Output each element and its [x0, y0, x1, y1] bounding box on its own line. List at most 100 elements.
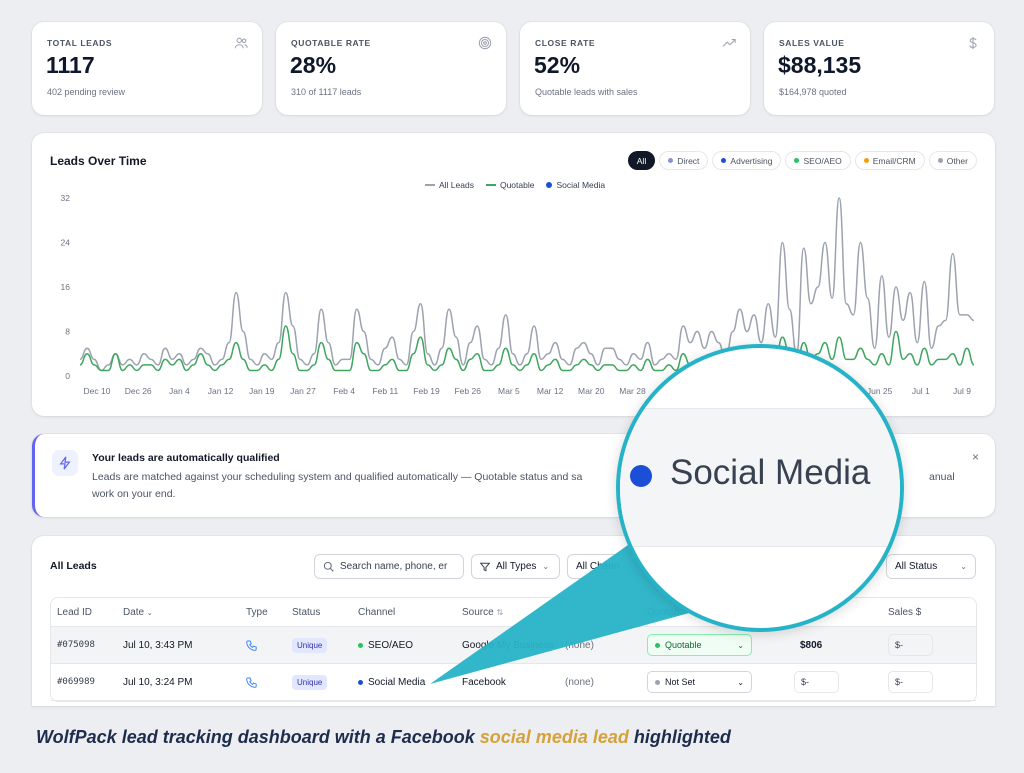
stat-card-quotable-rate: QUOTABLE RATE 28% 310 of 1117 leads — [276, 22, 506, 115]
table-row[interactable]: #075098 Jul 10, 3:43 PM Unique SEO/AEO G… — [51, 627, 976, 664]
chip-label: Direct — [677, 155, 700, 166]
y-tick-label: 16 — [61, 282, 71, 292]
x-tick-label: Feb 11 — [372, 386, 398, 396]
filter-chip-all[interactable]: All — [627, 151, 656, 170]
lead-medium: (none) — [565, 676, 594, 688]
lead-id: #069989 — [57, 677, 95, 687]
col-channel[interactable]: Channel — [358, 606, 396, 618]
banner-text: Leads are matched against your schedulin… — [92, 469, 980, 503]
search-placeholder: Search name, phone, er — [340, 561, 448, 572]
col-sales[interactable]: Sales $ — [888, 606, 922, 618]
col-quotable[interactable]: Quotab — [647, 606, 680, 618]
channels-label: All Chann — [576, 561, 620, 572]
y-tick-label: 8 — [65, 327, 70, 337]
col-lead-id[interactable]: Lead ID — [57, 606, 93, 618]
x-tick-label: Dec 26 — [125, 386, 152, 396]
filter-chip-other[interactable]: Other — [928, 151, 977, 170]
types-select[interactable]: All Types ⌄ — [471, 554, 560, 579]
x-tick-label: Mar 28 — [619, 386, 646, 396]
table-row[interactable]: #069989 Jul 10, 3:24 PM Unique Social Me… — [51, 664, 976, 701]
quote-label: Not Set — [665, 677, 696, 687]
quotable-select[interactable]: Not Set ⌄ — [647, 671, 752, 693]
banner-title: Your leads are automatically qualified — [92, 452, 280, 464]
magnified-row — [620, 408, 900, 547]
stat-sub: 310 of 1117 leads — [291, 87, 362, 97]
quote-label: Quotable — [665, 640, 702, 650]
lead-value: $806 — [800, 639, 823, 651]
phone-icon — [246, 639, 257, 651]
lead-date: Jul 10, 3:43 PM — [123, 639, 193, 651]
legend-all-leads[interactable]: All Leads — [425, 180, 474, 190]
types-label: All Types — [496, 561, 537, 572]
col-medium[interactable]: Medium — [565, 606, 601, 618]
chip-label: Email/CRM — [872, 155, 916, 166]
social-dot-icon — [546, 182, 553, 188]
stat-sub: $164,978 quoted — [779, 87, 847, 97]
trending-up-icon — [722, 38, 736, 47]
search-icon — [323, 561, 334, 572]
quotable-select[interactable]: Quotable ⌄ — [647, 634, 752, 656]
stat-sub: Quotable leads with sales — [535, 87, 638, 97]
x-tick-label: Jan 4 — [169, 386, 190, 396]
caption-post: highlighted — [628, 727, 731, 747]
x-tick-label: Feb 19 — [413, 386, 440, 396]
lead-channel: Social Media — [358, 677, 425, 688]
filter-chip-direct[interactable]: Direct — [659, 151, 709, 170]
leads-line-chart: 0 8 16 24 32 Dec 10 Dec 26 Jan 4 Jan 12 Jan 19 Jan… — [61, 193, 975, 396]
legend-quotable[interactable]: Quotable — [485, 180, 534, 190]
social-dot-icon — [630, 465, 652, 487]
lead-medium: (none) — [565, 639, 594, 651]
sales-input[interactable]: $- — [888, 634, 933, 656]
not-set-dot-icon — [655, 679, 660, 685]
legend-social-media[interactable]: Social Media — [546, 180, 605, 190]
status-select[interactable]: All Status ⌄ — [886, 554, 976, 579]
dollar-icon — [969, 36, 977, 50]
x-tick-label: Feb 26 — [454, 386, 481, 396]
channel-filter-chips: All Direct Advertising SEO/AEO Email/CRM… — [627, 151, 977, 170]
leads-over-time-card: Leads Over Time All Direct Advertising S… — [32, 133, 995, 416]
banner-text-tail: anual — [929, 471, 955, 483]
filter-icon — [480, 562, 490, 572]
stat-card-total-leads: TOTAL LEADS 1117 402 pending review — [32, 22, 262, 115]
email-dot-icon — [863, 158, 869, 163]
col-source[interactable]: Source ⇅ — [462, 607, 503, 618]
value-input[interactable]: $- — [794, 671, 839, 693]
col-date[interactable]: Date ⌄ — [123, 607, 153, 618]
filter-chip-email[interactable]: Email/CRM — [854, 151, 925, 170]
y-tick-label: 0 — [65, 371, 70, 381]
lead-date: Jul 10, 3:24 PM — [123, 676, 193, 688]
magnified-channel-label: Social Media — [670, 453, 871, 492]
lead-channel: SEO/AEO — [358, 640, 413, 651]
chevron-down-icon: ⌄ — [542, 562, 550, 571]
caption-pre: WolfPack lead tracking dashboard with a … — [36, 727, 480, 747]
stat-label: SALES VALUE — [779, 38, 845, 48]
lead-source: Google My Business — [462, 639, 554, 651]
col-status[interactable]: Status — [292, 606, 321, 618]
filter-chip-seo[interactable]: SEO/AEO — [785, 151, 851, 170]
status-label: All Status — [895, 561, 938, 572]
stat-card-sales-value: SALES VALUE $88,135 $164,978 quoted — [764, 22, 994, 115]
banner-text-line: Leads are matched against your schedulin… — [92, 471, 583, 483]
seo-dot-icon — [358, 642, 363, 648]
filter-chip-advertising[interactable]: Advertising — [712, 151, 782, 170]
status-badge: Unique — [292, 637, 328, 653]
sales-input[interactable]: $- — [888, 671, 933, 693]
chip-label: SEO/AEO — [803, 155, 842, 166]
col-type[interactable]: Type — [246, 606, 268, 618]
x-tick-label: Jun 25 — [867, 386, 893, 396]
chevron-down-icon: ⌄ — [737, 677, 744, 687]
close-icon[interactable]: × — [971, 450, 979, 464]
caption-highlight: social media lead — [479, 727, 629, 747]
x-tick-label: Jul 9 — [953, 386, 971, 396]
stat-label: QUOTABLE RATE — [291, 38, 371, 48]
target-icon — [478, 36, 492, 50]
users-icon — [234, 37, 248, 49]
series-line-quotable — [79, 325, 975, 372]
phone-icon — [246, 676, 257, 688]
x-tick-label: Mar 12 — [537, 386, 564, 396]
lead-id: #075098 — [57, 640, 95, 650]
x-tick-label: Jan 27 — [290, 386, 316, 396]
search-input[interactable]: Search name, phone, er — [314, 554, 464, 579]
leads-title: All Leads — [50, 560, 97, 572]
channel-label: Social Media — [368, 676, 426, 688]
